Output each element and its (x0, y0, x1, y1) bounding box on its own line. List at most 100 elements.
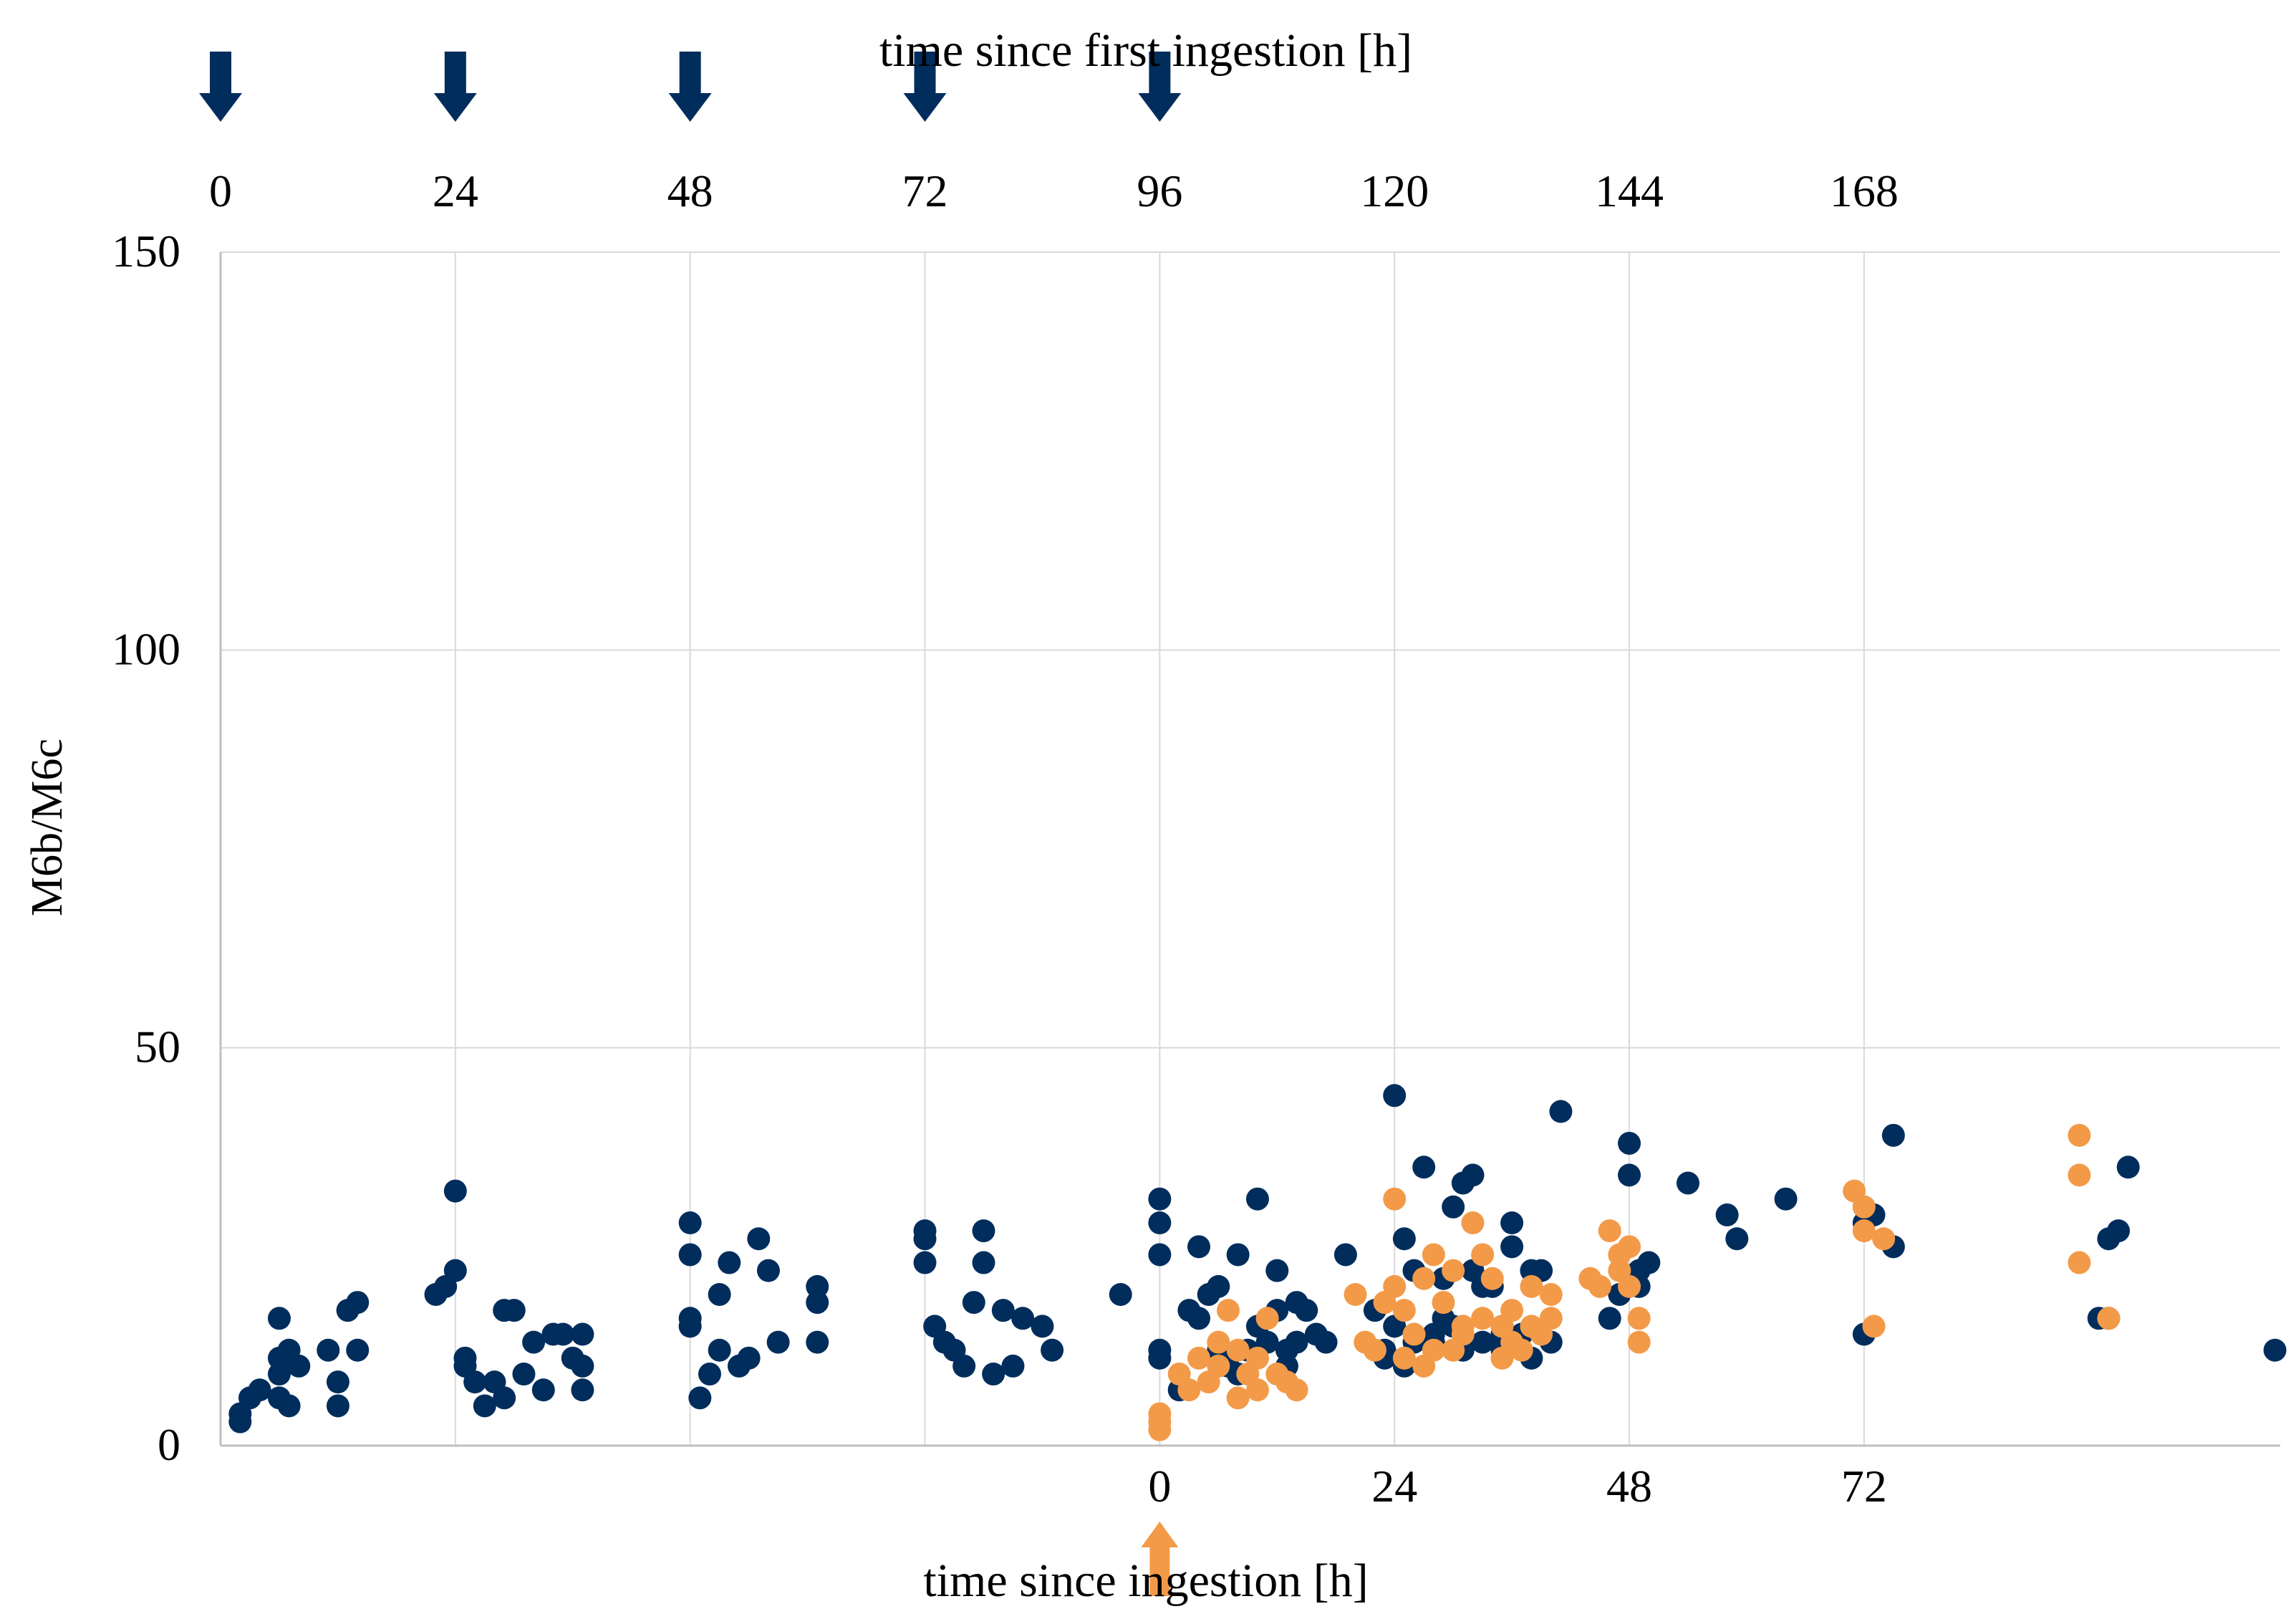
data-point-blue (718, 1251, 741, 1274)
data-point-blue (806, 1330, 829, 1354)
data-point-blue (473, 1394, 496, 1418)
top-x-tick-label: 96 (1137, 165, 1182, 216)
data-point-orange (1618, 1235, 1641, 1259)
grid (221, 251, 2280, 1446)
data-point-blue (2107, 1219, 2131, 1243)
data-point-blue (1881, 1123, 1905, 1147)
data-point-orange (1480, 1267, 1504, 1290)
data-point-blue (267, 1363, 291, 1386)
y-tick-label: 50 (135, 1022, 180, 1072)
data-point-blue (708, 1282, 731, 1306)
data-point-orange (1148, 1418, 1172, 1441)
data-point-blue (913, 1251, 937, 1274)
data-point-blue (1333, 1243, 1357, 1267)
data-point-orange (1392, 1299, 1416, 1322)
data-point-orange (1471, 1243, 1495, 1267)
data-point-orange (1852, 1219, 1876, 1243)
top-x-axis-title: time since first ingestion [h] (879, 24, 1412, 77)
data-point-blue (1245, 1187, 1269, 1211)
data-point-orange (1187, 1346, 1210, 1370)
data-point-blue (1677, 1171, 1699, 1195)
data-point-blue (972, 1251, 995, 1274)
top-x-tick-label: 72 (902, 165, 948, 216)
data-point-blue (277, 1394, 301, 1418)
data-point-blue (346, 1291, 370, 1315)
data-point-orange (1442, 1259, 1465, 1282)
data-point-blue (1109, 1282, 1132, 1306)
dose-arrow-up-icon (1141, 1522, 1179, 1596)
data-point-orange (1148, 1402, 1172, 1426)
data-point-blue (1637, 1251, 1661, 1274)
data-point-blue (1500, 1211, 1524, 1235)
data-point-blue (443, 1179, 467, 1203)
data-point-blue (766, 1330, 790, 1354)
dose-arrow-down-icon (903, 52, 947, 122)
data-point-blue (1207, 1274, 1230, 1298)
data-point-orange (1383, 1187, 1407, 1211)
data-point-blue (1383, 1084, 1407, 1108)
data-point-blue (806, 1274, 829, 1298)
data-point-blue (756, 1259, 780, 1282)
y-tick-labels: 0 50 100 150 (112, 226, 180, 1470)
dose-arrow-down-icon (1138, 52, 1182, 122)
top-x-tick-label: 24 (433, 165, 478, 216)
data-point-blue (1285, 1330, 1308, 1354)
data-point-blue (1148, 1243, 1172, 1267)
data-point-orange (1422, 1243, 1445, 1267)
top-x-tick-label: 144 (1595, 165, 1664, 216)
data-point-blue (1314, 1330, 1338, 1354)
dose-arrows (199, 52, 1182, 1596)
data-point-orange (1588, 1274, 1612, 1298)
data-point-orange (1344, 1282, 1367, 1306)
data-point-blue (1725, 1227, 1749, 1251)
bottom-x-tick-labels: 0244872240408 (1148, 1461, 1887, 1512)
data-point-blue (1715, 1203, 1739, 1226)
data-point-orange (1432, 1291, 1455, 1315)
data-point-blue (287, 1354, 311, 1378)
data-point-blue (1618, 1163, 1641, 1187)
data-point-blue (1295, 1299, 1318, 1322)
data-point-blue (551, 1322, 575, 1346)
data-point-blue (1031, 1315, 1054, 1338)
data-point-blue (1148, 1346, 1172, 1370)
y-tick-label: 0 (158, 1419, 180, 1470)
data-point-blue (463, 1370, 487, 1394)
top-x-tick-label: 120 (1360, 165, 1429, 216)
data-point-orange (1392, 1346, 1416, 1370)
dose-arrow-down-icon (199, 52, 242, 122)
y-axis-title: M6b/M6c (23, 739, 72, 916)
top-x-tick-label: 48 (667, 165, 713, 216)
data-point-orange (1510, 1338, 1533, 1362)
data-point-orange (1500, 1299, 1524, 1322)
data-point-blue (1187, 1307, 1210, 1330)
dose-arrow-down-icon (433, 52, 477, 122)
top-x-tick-label: 168 (1830, 165, 1899, 216)
data-point-blue (1412, 1156, 1436, 1179)
bottom-x-tick-label: 72 (1841, 1461, 1887, 1512)
data-point-orange (1402, 1322, 1426, 1346)
data-point-blue (443, 1259, 467, 1282)
top-x-tick-label: 0 (209, 165, 232, 216)
bottom-x-axis-title: time since ingestion [h] (923, 1555, 1368, 1607)
data-point-orange (1862, 1315, 1886, 1338)
data-point-orange (1363, 1338, 1386, 1362)
data-point-orange (1627, 1307, 1651, 1330)
axes (219, 252, 2280, 1447)
data-point-blue (708, 1338, 731, 1362)
bottom-x-tick-label: 0 (1148, 1461, 1171, 1512)
data-point-orange (1598, 1219, 1621, 1243)
data-point-orange (1245, 1346, 1269, 1370)
data-point-orange (1422, 1338, 1445, 1362)
data-point-blue (678, 1307, 702, 1330)
data-point-orange (1285, 1378, 1308, 1402)
data-point-orange (1245, 1378, 1269, 1402)
data-point-orange (1216, 1299, 1240, 1322)
bottom-x-tick-label: 48 (1606, 1461, 1652, 1512)
data-point-blue (688, 1386, 712, 1410)
data-point-blue (2116, 1156, 2140, 1179)
data-point-blue (952, 1354, 976, 1378)
data-point-orange (1471, 1307, 1495, 1330)
data-point-blue (806, 1291, 829, 1315)
data-point-orange (1539, 1307, 1563, 1330)
